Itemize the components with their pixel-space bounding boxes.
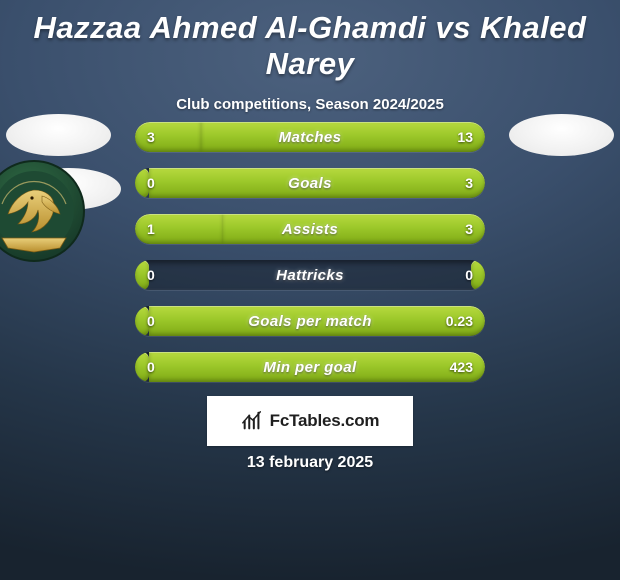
stat-value-right: 3 xyxy=(465,214,473,244)
club-right-crest xyxy=(0,156,86,286)
stat-value-left: 0 xyxy=(147,260,155,290)
stat-value-left: 0 xyxy=(147,306,155,336)
stat-value-right: 0.23 xyxy=(446,306,473,336)
club-crest-icon xyxy=(0,156,86,286)
stat-label: Matches xyxy=(135,122,485,152)
player-right-avatar-placeholder xyxy=(509,114,614,156)
stat-value-right: 13 xyxy=(457,122,473,152)
stat-row: Min per goal0 423 xyxy=(135,352,485,382)
stat-bars: Matches313Goals03Assists13Hattricks00Goa… xyxy=(135,122,485,398)
stat-value-left: 3 xyxy=(147,122,155,152)
stat-label: Goals xyxy=(135,168,485,198)
snapshot-date: 13 february 2025 xyxy=(0,454,620,472)
stat-value-right: 3 xyxy=(465,168,473,198)
stat-label: Assists xyxy=(135,214,485,244)
fctables-logo-icon xyxy=(241,410,263,432)
stat-row: Hattricks0 0 xyxy=(135,260,485,290)
stat-row: Matches3 13 xyxy=(135,122,485,152)
stat-row: Assists1 3 xyxy=(135,214,485,244)
stat-label: Goals per match xyxy=(135,306,485,336)
stat-value-right: 423 xyxy=(450,352,473,382)
stat-value-left: 1 xyxy=(147,214,155,244)
page-title: Hazzaa Ahmed Al-Ghamdi vs Khaled Narey xyxy=(0,0,620,82)
content-root: Hazzaa Ahmed Al-Ghamdi vs Khaled Narey C… xyxy=(0,0,620,580)
page-subtitle: Club competitions, Season 2024/2025 xyxy=(0,96,620,113)
stat-label: Min per goal xyxy=(135,352,485,382)
stat-row: Goals0 3 xyxy=(135,168,485,198)
fctables-badge: FcTables.com xyxy=(207,396,413,446)
stat-label: Hattricks xyxy=(135,260,485,290)
stat-value-right: 0 xyxy=(465,260,473,290)
stat-value-left: 0 xyxy=(147,352,155,382)
player-left-avatar-placeholder xyxy=(6,114,111,156)
fctables-badge-text: FcTables.com xyxy=(270,411,380,431)
stat-row: Goals per match0 0.23 xyxy=(135,306,485,336)
stat-value-left: 0 xyxy=(147,168,155,198)
